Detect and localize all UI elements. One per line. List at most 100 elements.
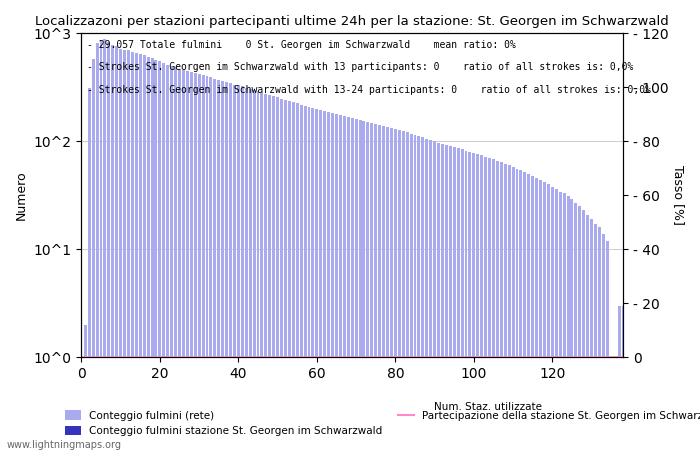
Bar [96, 43, 99, 450]
Text: - Strokes St. Georgen im Schwarzwald with 13 participants: 0    ratio of all str: - Strokes St. Georgen im Schwarzwald wit… [87, 63, 634, 72]
Bar [146, 57, 150, 450]
Bar [167, 65, 169, 450]
Bar [366, 122, 370, 450]
Bar [500, 162, 503, 450]
Bar [390, 128, 393, 450]
Bar [111, 45, 114, 450]
Bar [237, 86, 240, 450]
Bar [539, 180, 542, 450]
Bar [139, 54, 141, 450]
Bar [268, 95, 272, 450]
Bar [272, 96, 275, 450]
Bar [547, 184, 550, 450]
Bar [461, 149, 463, 450]
Bar [155, 60, 158, 450]
Bar [536, 178, 538, 450]
Bar [519, 170, 522, 450]
Bar [260, 93, 263, 450]
Bar [304, 106, 307, 450]
Bar [456, 148, 460, 450]
Bar [476, 154, 480, 450]
Bar [449, 146, 452, 450]
Bar [492, 159, 495, 450]
Bar [119, 49, 122, 450]
Bar [382, 126, 385, 450]
Bar [594, 225, 597, 450]
Bar [429, 140, 432, 450]
Bar [245, 87, 248, 450]
Bar [88, 88, 91, 450]
Bar [555, 189, 558, 450]
Bar [484, 157, 487, 450]
Bar [437, 143, 440, 450]
Bar [582, 210, 585, 450]
Bar [284, 100, 287, 450]
Bar [527, 174, 531, 450]
Bar [570, 199, 573, 450]
Bar [398, 130, 401, 450]
Bar [586, 215, 589, 450]
Bar [323, 111, 326, 450]
Bar [214, 79, 216, 450]
Bar [241, 86, 244, 450]
Bar [394, 129, 397, 450]
Bar [92, 59, 94, 450]
Bar [512, 167, 514, 450]
Text: Num. Staz. utilizzate: Num. Staz. utilizzate [434, 402, 542, 412]
Bar [327, 112, 330, 450]
Bar [233, 85, 236, 450]
Bar [622, 306, 624, 450]
Bar [445, 145, 448, 450]
Bar [578, 207, 581, 450]
Bar [343, 116, 346, 450]
Bar [123, 50, 126, 450]
Bar [358, 120, 361, 450]
Bar [465, 151, 468, 450]
Bar [575, 202, 577, 450]
Bar [614, 357, 617, 450]
Bar [363, 121, 365, 450]
Text: www.lightningmaps.org: www.lightningmaps.org [7, 440, 122, 450]
Bar [182, 70, 185, 450]
Bar [566, 196, 570, 450]
Bar [253, 90, 256, 450]
Bar [563, 194, 566, 450]
Bar [496, 161, 499, 450]
Bar [300, 105, 302, 450]
Bar [150, 58, 153, 450]
Bar [453, 147, 456, 450]
Bar [335, 114, 338, 450]
Bar [248, 89, 251, 450]
Bar [551, 187, 554, 450]
Bar [162, 63, 165, 450]
Bar [202, 75, 204, 450]
Bar [524, 172, 526, 450]
Bar [606, 241, 609, 450]
Bar [197, 74, 201, 450]
Bar [265, 94, 267, 450]
Bar [104, 39, 106, 450]
Bar [339, 115, 342, 450]
Bar [190, 72, 193, 450]
Bar [590, 219, 593, 450]
Bar [508, 165, 510, 450]
Bar [351, 118, 354, 450]
Bar [559, 192, 561, 450]
Bar [276, 97, 279, 450]
Y-axis label: Numero: Numero [15, 171, 28, 220]
Bar [99, 40, 102, 450]
Bar [206, 76, 209, 450]
Bar [312, 108, 314, 450]
Bar [473, 153, 475, 450]
Bar [319, 110, 322, 450]
Bar [158, 61, 162, 450]
Bar [421, 137, 424, 450]
Bar [288, 101, 291, 450]
Bar [370, 123, 373, 450]
Bar [480, 155, 483, 450]
Bar [406, 132, 409, 450]
Bar [426, 139, 428, 450]
Bar [433, 141, 436, 450]
Text: - Strokes St. Georgen im Schwarzwald with 13-24 participants: 0    ratio of all : - Strokes St. Georgen im Schwarzwald wit… [87, 85, 651, 95]
Bar [84, 325, 87, 450]
